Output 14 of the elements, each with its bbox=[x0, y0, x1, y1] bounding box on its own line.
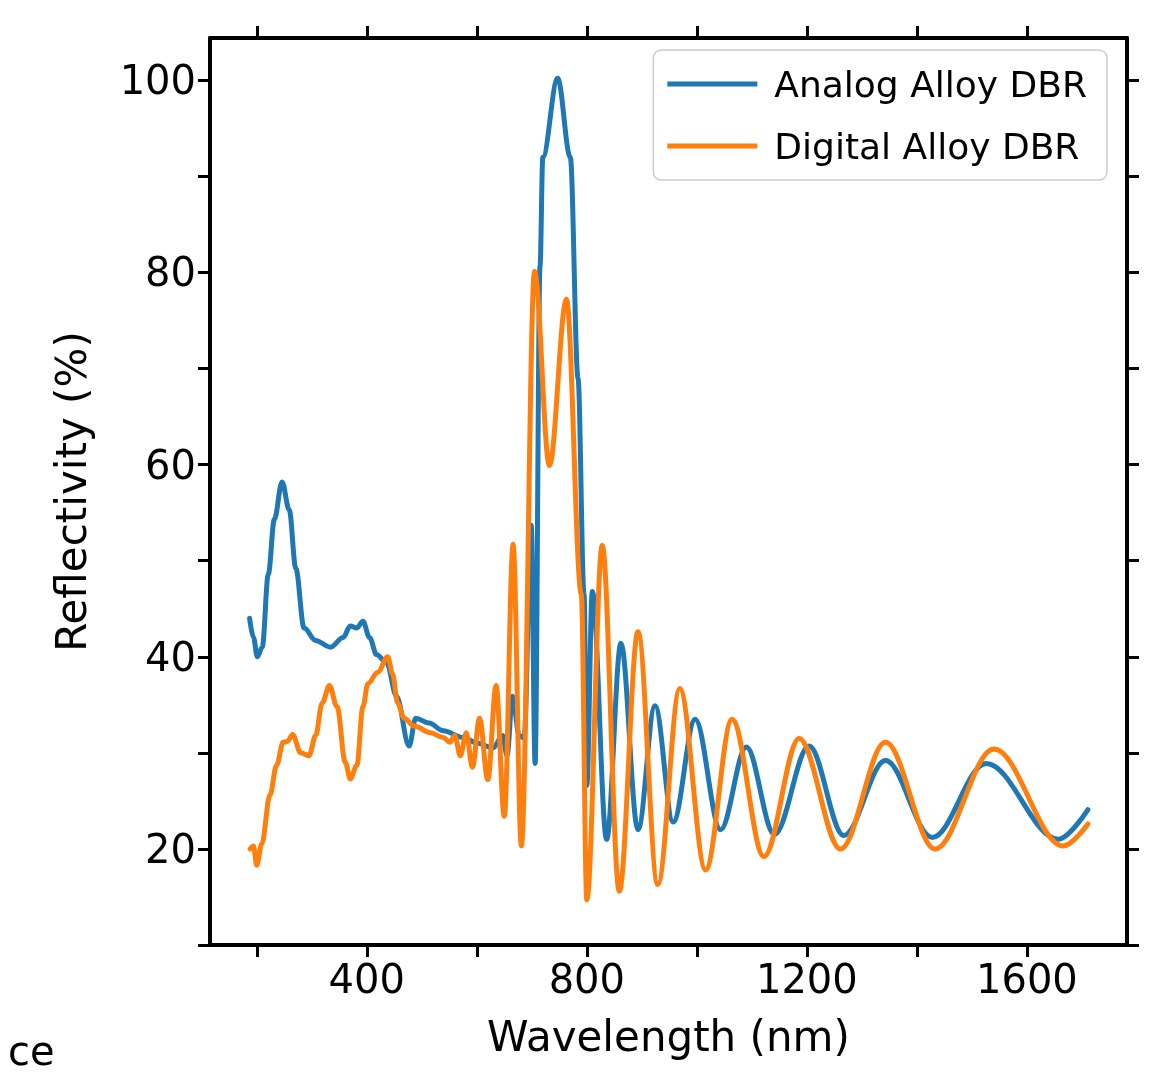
y-axis-title: Reflectivity (%) bbox=[46, 331, 96, 652]
legend-label: Analog Alloy DBR bbox=[774, 63, 1088, 105]
x-axis-title: Wavelength (nm) bbox=[487, 1011, 850, 1061]
y-tick-label: 80 bbox=[145, 249, 196, 296]
x-tick-label: 800 bbox=[548, 956, 625, 1002]
x-tick-label: 1200 bbox=[755, 956, 858, 1002]
legend-label: Digital Alloy DBR bbox=[774, 125, 1080, 167]
y-tick-label: 60 bbox=[145, 441, 196, 488]
y-tick-label: 40 bbox=[145, 633, 196, 680]
x-tick-label: 400 bbox=[328, 956, 405, 1002]
y-tick-label: 100 bbox=[119, 57, 196, 104]
x-tick-label: 1600 bbox=[975, 956, 1078, 1002]
text: ce bbox=[8, 1028, 55, 1074]
y-tick-label: 20 bbox=[145, 825, 196, 872]
